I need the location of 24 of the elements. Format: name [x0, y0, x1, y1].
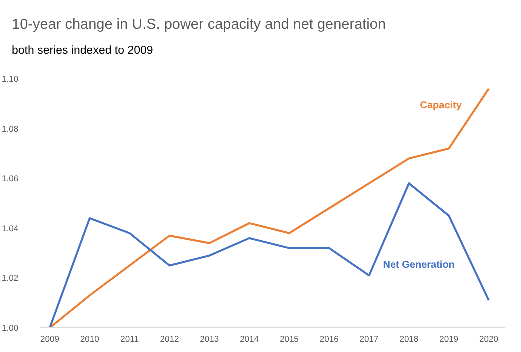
- x-tick-label: 2017: [360, 334, 379, 344]
- x-tick-label: 2010: [80, 334, 100, 344]
- chart-title: 10-year change in U.S. power capacity and net generation: [12, 17, 386, 33]
- x-tick-label: 2011: [120, 334, 140, 344]
- y-tick-label: 1.08: [2, 124, 19, 134]
- y-tick-label: 1.10: [2, 74, 19, 84]
- x-tick-label: 2012: [160, 334, 180, 344]
- y-tick-label: 1.06: [2, 174, 19, 184]
- y-tick-label: 1.04: [2, 223, 19, 234]
- y-tick-label: 1.00: [2, 323, 19, 334]
- line-series: [49, 88, 490, 328]
- x-tick-label: 2020: [480, 334, 499, 344]
- x-tick-label: 2016: [320, 334, 340, 344]
- x-tick-label: 2009: [40, 334, 60, 344]
- x-tick-label: 2014: [240, 334, 260, 344]
- x-tick-label: 2015: [280, 334, 300, 344]
- series-label: Capacity: [420, 100, 462, 112]
- series-label: Net Generation: [383, 260, 455, 271]
- x-tick-label: 2019: [440, 334, 459, 344]
- line-series: [49, 182, 490, 328]
- chart-subtitle: both series indexed to 2009: [12, 45, 154, 57]
- x-tick-label: 2018: [400, 334, 419, 344]
- x-tick-label: 2013: [200, 334, 220, 344]
- y-tick-label: 1.02: [2, 273, 19, 284]
